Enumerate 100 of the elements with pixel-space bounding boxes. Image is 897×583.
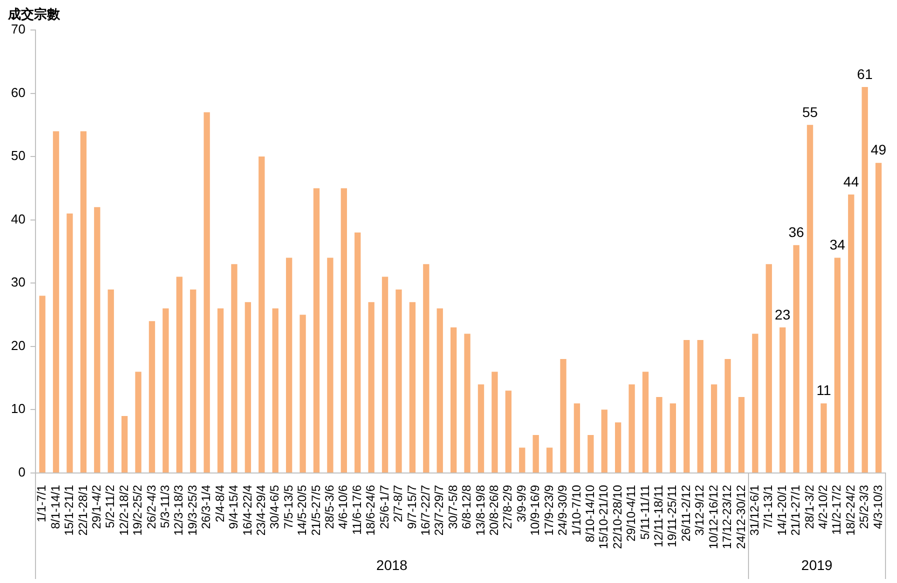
x-tick-label: 23/4-29/4 [254, 484, 268, 536]
bar [368, 302, 374, 472]
bar [834, 258, 841, 472]
bar [66, 214, 73, 472]
bar [519, 448, 526, 472]
bar [806, 124, 814, 472]
data-label: 34 [830, 236, 846, 253]
x-tick-label: 28/1-3/2 [802, 484, 816, 529]
x-tick-label: 1/10-7/10 [569, 484, 584, 536]
x-tick-label: 18/6-24/6 [364, 484, 378, 536]
data-label: 44 [843, 173, 860, 190]
y-tick-label: 60 [10, 84, 26, 100]
x-tick-label: 5/2-11/2 [103, 484, 118, 528]
x-tick-label: 3/9-9/9 [514, 484, 528, 522]
bar [464, 334, 470, 472]
x-tick-label: 31/12-6/1 [747, 484, 762, 536]
x-tick-label: 16/7-22/7 [418, 484, 432, 536]
x-tick-label: 29/1-4/2 [89, 484, 104, 529]
bar [670, 403, 676, 472]
x-tick-label: 15/1-21/1 [62, 484, 76, 536]
x-tick-label: 16/4-22/4 [240, 484, 254, 536]
x-tick-label: 10/9-16/9 [528, 484, 542, 536]
bar [190, 289, 196, 472]
bar [450, 327, 457, 472]
bar [615, 422, 622, 472]
x-tick-label: 7/1-13/1 [761, 484, 776, 529]
x-tick-label: 1/1-7/1 [34, 484, 49, 522]
bar [217, 308, 224, 472]
bar [560, 359, 566, 472]
bar [94, 207, 100, 472]
bar [862, 86, 868, 472]
bar [286, 258, 292, 472]
bar [108, 289, 114, 472]
x-tick-label: 19/2-25/2 [130, 484, 145, 536]
bar [436, 308, 443, 472]
data-label: 36 [788, 224, 804, 240]
x-tick-label: 17/12-23/12 [720, 484, 734, 550]
data-label: 49 [870, 142, 887, 158]
x-tick-label: 24/9-30/9 [556, 484, 570, 536]
bar [354, 232, 361, 472]
bar [752, 334, 758, 472]
bar [204, 112, 210, 472]
bar [697, 340, 704, 472]
x-tick-label: 2/7-8/7 [391, 484, 406, 522]
x-tick-label: 28/5-3/6 [322, 484, 337, 529]
x-tick-label: 22/1-28/1 [76, 484, 90, 536]
bar [231, 264, 238, 472]
x-tick-label: 13/8-19/8 [473, 484, 488, 536]
data-label: 11 [816, 382, 832, 398]
x-tick-label: 9/4-15/4 [226, 484, 241, 529]
x-tick-label: 21/1-27/1 [788, 484, 803, 536]
x-tick-label: 3/12-9/12 [692, 484, 707, 536]
bar [601, 410, 608, 472]
x-tick-label: 4/2-10/2 [816, 484, 830, 529]
x-tick-label: 30/4-6/5 [268, 484, 282, 529]
y-tick-label: 40 [10, 211, 26, 226]
bar [148, 321, 156, 472]
y-tick-label: 20 [10, 338, 26, 353]
x-tick-label: 26/3-1/4 [199, 484, 214, 529]
bar [656, 397, 662, 472]
bar [780, 327, 786, 472]
bar [532, 434, 539, 472]
x-tick-label: 11/6-17/6 [350, 484, 364, 535]
x-tick-label: 26/2-4/3 [144, 484, 158, 529]
bar [423, 264, 430, 472]
bar [396, 289, 402, 472]
x-tick-label: 9/7-15/7 [404, 484, 419, 529]
x-tick-label: 4/6-10/6 [336, 484, 350, 529]
bar [588, 434, 594, 472]
data-label: 55 [802, 104, 818, 120]
x-tick-label: 17/9-23/9 [542, 484, 556, 536]
text: 2018 [376, 556, 408, 573]
x-tick-label: 20/8-26/8 [487, 484, 502, 536]
x-tick-label: 26/11-2/12 [678, 484, 693, 542]
x-tick-label: 19/11-25/11 [665, 484, 680, 548]
bar [546, 448, 553, 472]
x-tick-label: 14/1-20/1 [774, 484, 789, 536]
bar [793, 245, 800, 472]
bar [738, 397, 745, 472]
x-tick-label: 25/2-3/3 [857, 484, 872, 529]
bar [135, 372, 142, 472]
y-tick-label: 50 [10, 148, 26, 164]
x-tick-label: 24/12-30/12 [734, 484, 748, 550]
x-tick-label: 8/10-14/10 [582, 484, 597, 542]
y-tick-label: 70 [10, 22, 26, 37]
bar [574, 403, 580, 472]
bar [766, 264, 772, 472]
x-tick-label: 25/6-1/7 [377, 484, 392, 529]
x-tick-label: 22/10-28/10 [610, 484, 624, 550]
x-tick-label: 12/3-18/3 [172, 484, 186, 536]
x-tick-label: 18/2-24/2 [843, 484, 858, 536]
data-label: 61 [857, 66, 873, 82]
bar [340, 188, 347, 472]
bar [628, 384, 635, 472]
x-tick-label: 27/8-2/9 [500, 484, 515, 529]
x-tick-label: 6/8-12/8 [460, 484, 474, 529]
x-tick-label: 12/11-18/11 [652, 484, 666, 548]
y-tick-label: 10 [10, 401, 26, 416]
bar [724, 359, 731, 472]
bar [382, 276, 388, 472]
